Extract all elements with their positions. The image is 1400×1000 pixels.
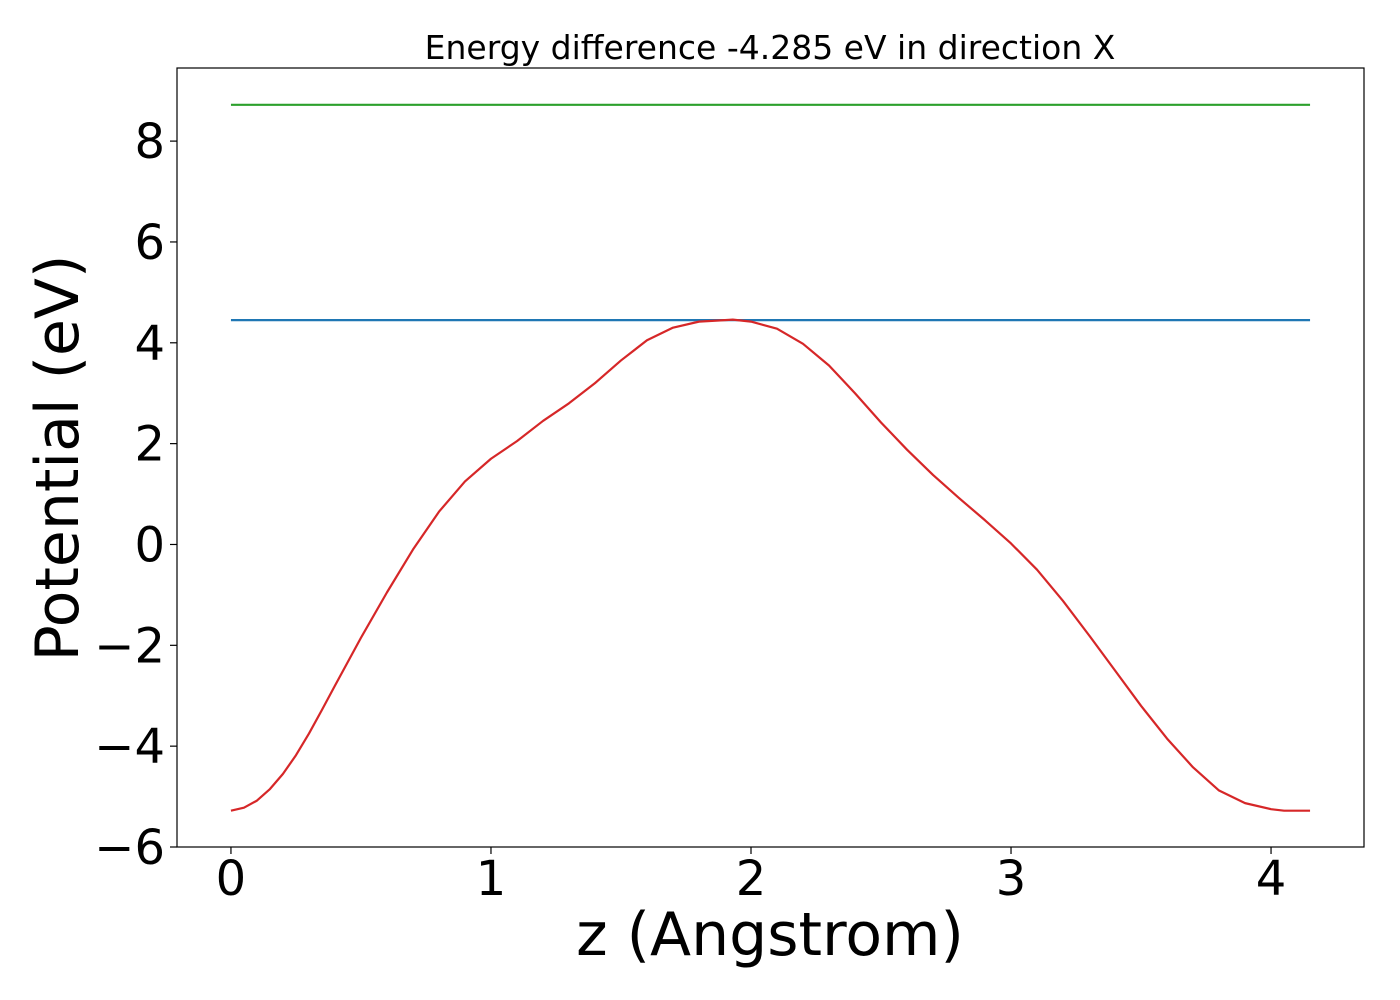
y-tick-label: 4 [134, 316, 165, 372]
series-line-2 [230, 318, 1311, 812]
series-layer [230, 103, 1311, 812]
x-axis-label: z (Angstrom) [576, 900, 964, 970]
y-axis-ticks: −6 −4 −2 0 2 4 6 8 [94, 114, 177, 876]
y-tick-label: 2 [134, 417, 165, 473]
plot-background [177, 68, 1364, 847]
y-tick-label: 6 [134, 215, 165, 271]
y-axis-label: Potential (eV) [23, 255, 93, 662]
x-tick-label: 3 [996, 851, 1027, 907]
y-tick-label: −4 [94, 719, 165, 775]
y-tick-label: 0 [134, 517, 165, 573]
x-tick-label: 1 [476, 851, 507, 907]
y-tick-label: 8 [134, 114, 165, 170]
y-tick-label: −2 [94, 618, 165, 674]
chart-title: Energy difference -4.285 eV in direction… [425, 28, 1116, 67]
x-axis-ticks: 0 1 2 3 4 [216, 847, 1287, 907]
plot-frame [176, 67, 1365, 848]
y-tick-label: −6 [94, 820, 165, 876]
x-tick-label: 0 [216, 851, 247, 907]
x-tick-label: 4 [1256, 851, 1287, 907]
x-tick-label: 2 [736, 851, 767, 907]
